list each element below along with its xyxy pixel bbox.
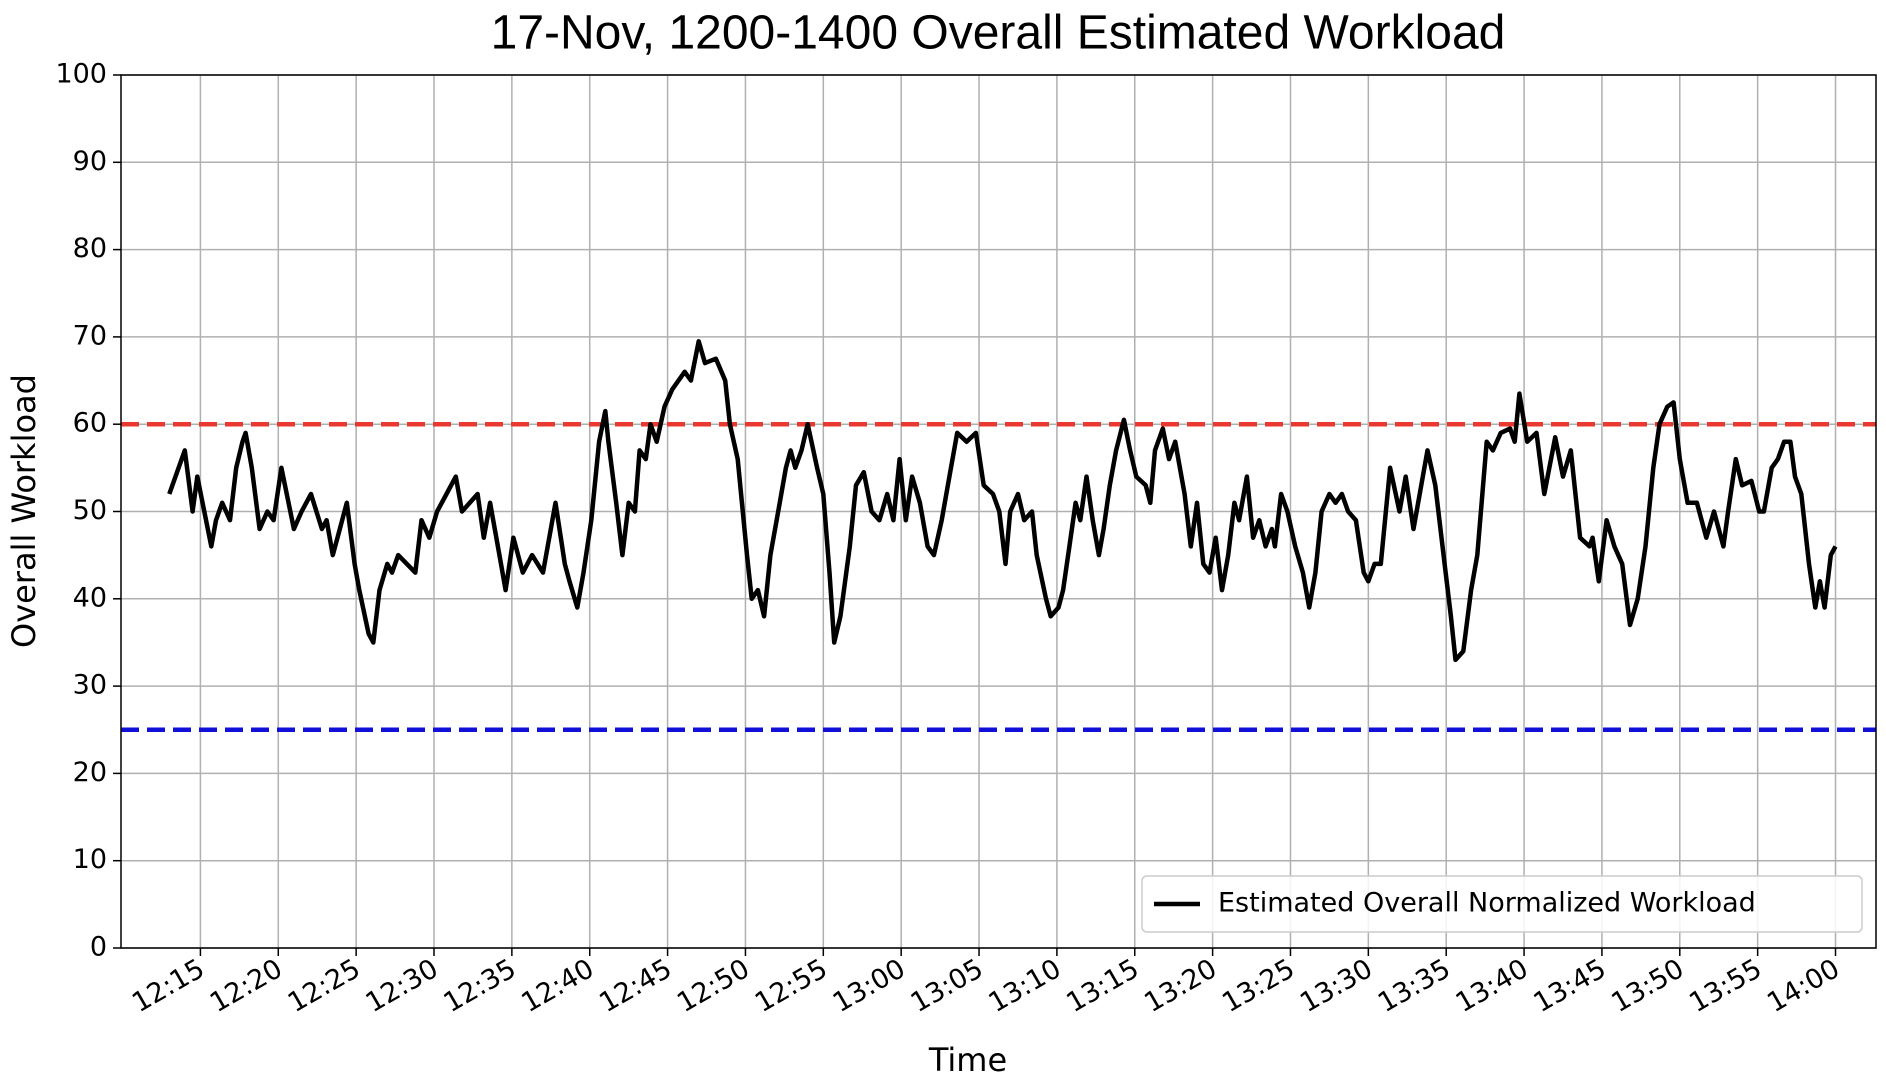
chart-title: 17-Nov, 1200-1400 Overall Estimated Work… <box>491 7 1506 60</box>
y-tick-label: 50 <box>73 495 107 526</box>
legend-box <box>1141 875 1863 933</box>
x-tick-label: 13:45 <box>1529 953 1612 1019</box>
x-tick-label: 12:30 <box>361 953 444 1019</box>
x-tick-label: 13:25 <box>1217 953 1300 1019</box>
y-tick-label: 10 <box>73 844 107 875</box>
x-tick-label: 12:15 <box>127 953 210 1019</box>
x-tick-label: 13:05 <box>906 953 989 1019</box>
x-tick-label: 13:15 <box>1061 953 1144 1019</box>
y-axis-label: Overall Workload <box>5 374 43 648</box>
y-tick-label: 60 <box>73 408 107 439</box>
y-tick-label: 30 <box>73 670 107 701</box>
x-tick-label: 12:25 <box>283 953 366 1019</box>
y-tick-label: 70 <box>73 320 107 351</box>
x-tick-label: 12:40 <box>516 953 599 1019</box>
x-tick-label: 13:30 <box>1295 953 1378 1019</box>
data-line <box>167 339 1838 663</box>
x-axis-label: Time <box>928 1041 1007 1076</box>
plot-frame <box>120 74 1877 949</box>
y-tick-label: 90 <box>73 146 107 177</box>
x-tick-label: 14:00 <box>1762 953 1845 1019</box>
x-tick-label: 13:55 <box>1684 953 1767 1019</box>
y-tick-label: 20 <box>73 757 107 788</box>
x-tick-label: 13:40 <box>1451 953 1534 1019</box>
y-tick-label: 40 <box>73 582 107 613</box>
y-tick-label: 0 <box>90 932 107 963</box>
x-tick-label: 13:35 <box>1373 953 1456 1019</box>
x-tick-label: 12:20 <box>205 953 288 1019</box>
x-tick-label: 12:55 <box>750 953 833 1019</box>
x-tick-label: 13:20 <box>1139 953 1222 1019</box>
y-tick-label: 80 <box>73 233 107 264</box>
x-tick-label: 13:00 <box>828 953 911 1019</box>
x-tick-label: 13:10 <box>984 953 1067 1019</box>
x-tick-label: 12:35 <box>438 953 521 1019</box>
x-tick-label: 13:50 <box>1606 953 1689 1019</box>
x-tick-label: 12:45 <box>594 953 677 1019</box>
legend-label: Estimated Overall Normalized Workload <box>1218 888 1756 919</box>
y-tick-label: 100 <box>55 59 107 90</box>
x-tick-label: 12:50 <box>672 953 755 1019</box>
